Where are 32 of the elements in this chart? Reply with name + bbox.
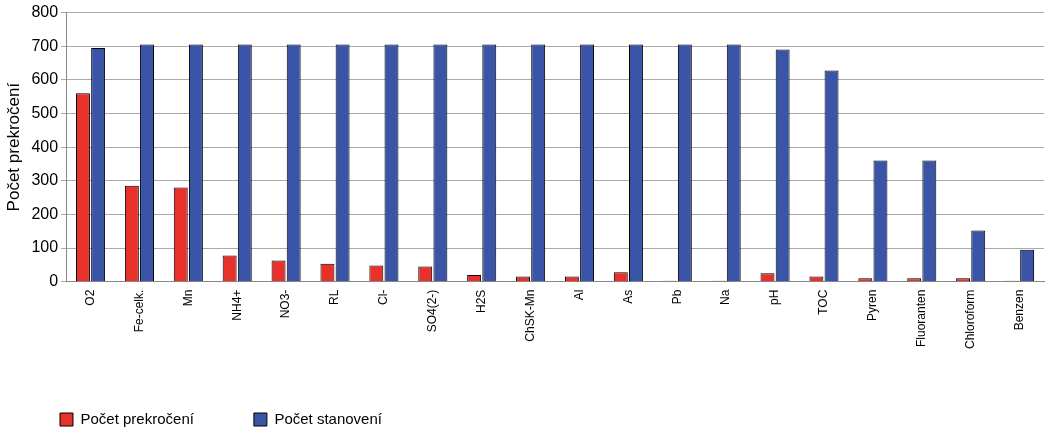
y-tick-label: 0 bbox=[49, 272, 59, 290]
x-tick-label: As bbox=[620, 289, 635, 304]
y-axis-title: Počet prekročení bbox=[3, 82, 23, 212]
x-tick-label: H2S bbox=[474, 289, 489, 313]
y-tick-label: 500 bbox=[31, 103, 59, 121]
y-tick-label: 700 bbox=[31, 36, 59, 54]
x-tick-label: Pb bbox=[669, 289, 684, 305]
y-tick-label: 100 bbox=[31, 238, 59, 256]
x-tick-label: Chloroform bbox=[962, 289, 977, 350]
y-tick-label: 800 bbox=[31, 3, 59, 21]
x-tick-label: TOC bbox=[816, 289, 831, 315]
y-tick-label: 300 bbox=[31, 171, 59, 189]
legend-label: Počet stanovení bbox=[274, 409, 383, 427]
y-tick-label: 200 bbox=[31, 204, 59, 222]
x-tick-label: Benzen bbox=[1011, 289, 1026, 331]
x-tick-label: NH4+ bbox=[229, 289, 244, 321]
x-tick-label: O2 bbox=[82, 289, 97, 306]
x-tick-label: SO4(2-) bbox=[425, 289, 440, 333]
x-tick-label: Pyren bbox=[865, 289, 880, 322]
x-tick-label: Na bbox=[718, 289, 733, 305]
x-tick-label: Al bbox=[571, 289, 586, 301]
x-tick-label: Cl- bbox=[376, 289, 391, 305]
x-tick-label: Fluoranten bbox=[914, 289, 929, 348]
x-tick-label: pH bbox=[767, 289, 782, 305]
y-tick-label: 400 bbox=[31, 137, 59, 155]
y-tick-label: 600 bbox=[31, 70, 59, 88]
x-tick-label: NO3- bbox=[278, 289, 293, 319]
x-tick-label: RL bbox=[327, 289, 342, 305]
legend-label: Počet prekročení bbox=[80, 409, 195, 427]
x-tick-label: ChSK-Mn bbox=[522, 289, 537, 342]
x-tick-label: Mn bbox=[180, 289, 195, 307]
x-tick-label: Fe-celk. bbox=[131, 289, 146, 333]
